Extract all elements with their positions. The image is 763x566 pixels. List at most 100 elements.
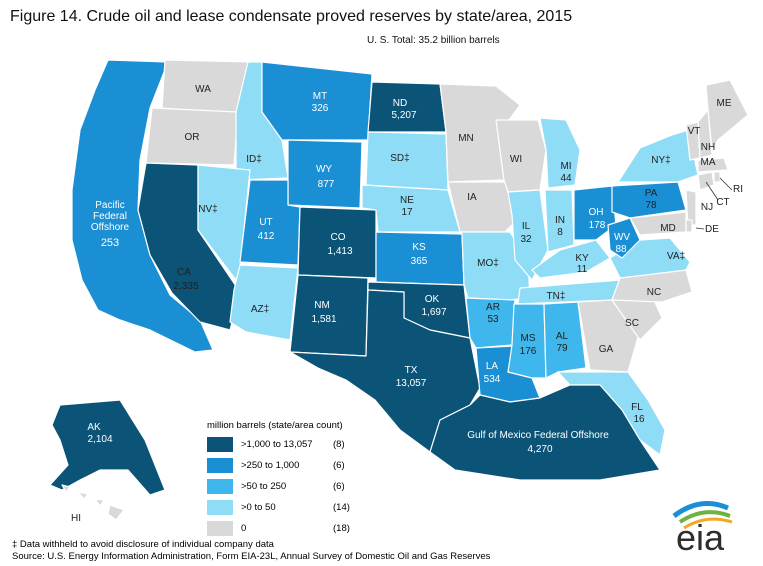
legend-row: >250 to 1,000 (6) (207, 456, 397, 474)
legend-swatch (207, 499, 233, 515)
region-pacific-offshore (71, 59, 214, 353)
footnotes: ‡ Data withheld to avoid disclosure of i… (12, 539, 490, 563)
label-mo: MO‡ (477, 258, 499, 269)
value-la: 534 (484, 374, 501, 385)
label-pa: PA (645, 188, 658, 199)
state-ak (49, 399, 166, 496)
label-tn: TN‡ (547, 291, 566, 302)
figure-title: Figure 14. Crude oil and lease condensat… (10, 8, 573, 25)
legend-count: (6) (333, 459, 345, 471)
legend-swatch (207, 436, 233, 452)
label-gulf-offshore: Gulf of Mexico Federal Offshore (467, 430, 609, 441)
value-mt: 326 (312, 103, 329, 114)
label-mn: MN (458, 133, 474, 144)
state-il (507, 189, 549, 281)
value-tx: 13,057 (396, 378, 427, 389)
label-mt: MT (313, 91, 327, 102)
state-nj (685, 189, 697, 226)
state-in (544, 189, 575, 253)
legend-row: 0 (18) (207, 519, 397, 537)
footnote-withheld: ‡ Data withheld to avoid disclosure of i… (12, 539, 274, 550)
leader-ri (719, 177, 733, 191)
state-pa (611, 181, 687, 219)
value-co: 1,413 (327, 246, 352, 257)
label-nj: NJ (701, 202, 713, 213)
value-nm: 1,581 (311, 314, 336, 325)
value-ne: 17 (401, 207, 413, 218)
label-ga: GA (599, 344, 614, 355)
label-ca: CA (177, 267, 191, 278)
label-fl: FL (631, 402, 643, 413)
label-md: MD (660, 223, 676, 234)
state-oh (573, 185, 617, 241)
label-tx: TX (405, 365, 418, 376)
label-ks: KS (412, 242, 426, 253)
label-nv: NV‡ (198, 204, 217, 215)
label-ok: OK (425, 294, 440, 305)
value-al: 79 (556, 343, 568, 354)
label-nd: ND (393, 98, 407, 109)
value-il: 32 (520, 234, 532, 245)
legend-count: (18) (333, 522, 350, 534)
state-mt (261, 61, 373, 141)
legend-count: (6) (333, 480, 345, 492)
value-wy: 877 (318, 179, 335, 190)
eia-logo (672, 501, 733, 530)
eia-logo-arc-green (678, 510, 731, 524)
map-legend: million barrels (state/area count) >1,00… (207, 420, 397, 540)
legend-swatch (207, 520, 233, 536)
value-ky: 11 (577, 264, 588, 275)
state-de (685, 219, 693, 233)
label-ak: AK (87, 422, 101, 433)
legend-count: (8) (333, 438, 345, 450)
label-id: ID‡ (246, 154, 262, 165)
label-co: CO (331, 232, 346, 243)
value-pa: 78 (645, 200, 657, 211)
legend-swatch (207, 478, 233, 494)
state-az (229, 264, 299, 341)
label-ma: MA (701, 157, 716, 168)
value-wv: 88 (615, 244, 627, 255)
label-nh: NH (701, 142, 715, 153)
label-me: ME (717, 98, 732, 109)
leader-de (695, 227, 705, 230)
label-ri: RI (733, 184, 743, 195)
value-in: 8 (557, 227, 563, 238)
value-ok: 1,697 (421, 307, 446, 318)
value-nd: 5,207 (391, 110, 416, 121)
legend-range: >0 to 50 (241, 501, 276, 513)
label-ky: KY (575, 253, 589, 264)
legend-row: >1,000 to 13,057 (8) (207, 435, 397, 453)
label-va: VA‡ (667, 251, 685, 262)
value-ca: 2,335 (173, 281, 198, 292)
label-ar: AR (486, 302, 500, 313)
label-al: AL (556, 331, 569, 342)
label-hi: HI (71, 513, 81, 524)
label-il: IL (522, 221, 531, 232)
value-oh: 178 (589, 220, 606, 231)
legend-title: million barrels (state/area count) (207, 420, 343, 431)
value-ut: 412 (258, 231, 275, 242)
eia-logo-arc-blue (672, 501, 729, 519)
value-fl: 16 (633, 414, 645, 425)
state-ri (713, 171, 721, 183)
legend-row: >50 to 250 (6) (207, 477, 397, 495)
value-mi: 44 (560, 173, 572, 184)
value-ks: 365 (411, 256, 428, 267)
label-ne: NE (400, 195, 414, 206)
label-de: DE (705, 224, 719, 235)
label-wy: WY (316, 164, 332, 175)
label-ut: UT (259, 217, 272, 228)
value-ms: 176 (520, 346, 537, 357)
footnote-source: Source: U.S. Energy Information Administ… (12, 551, 491, 562)
label-mi: MI (560, 161, 571, 172)
eia-logo-arc-orange (683, 517, 733, 530)
label-or: OR (185, 132, 200, 143)
us-total-subtitle: U. S. Total: 35.2 billion barrels (367, 35, 500, 46)
state-me (705, 79, 749, 151)
state-wv (607, 217, 641, 259)
label-sd: SD‡ (390, 153, 409, 164)
value-ar: 53 (487, 314, 499, 325)
state-hi (61, 484, 125, 521)
label-ct: CT (716, 197, 729, 208)
